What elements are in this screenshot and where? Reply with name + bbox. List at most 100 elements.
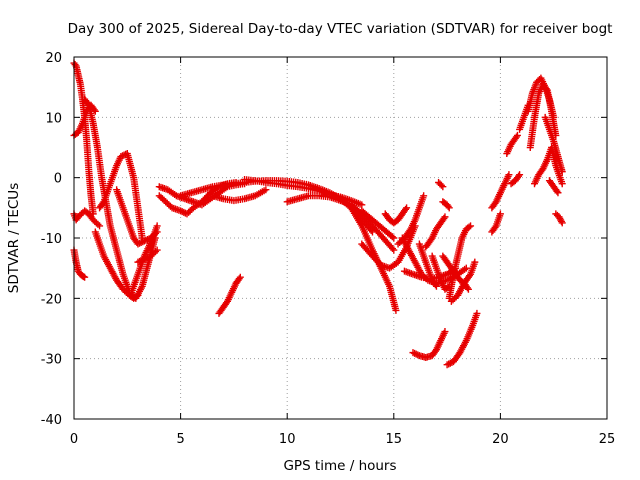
y-tick-label: 10: [45, 111, 62, 126]
series-arc-02: [70, 207, 104, 230]
data-point: [134, 258, 142, 266]
data-point: [236, 273, 244, 281]
data-point: [89, 210, 97, 218]
y-tick-label: 20: [45, 51, 62, 66]
series-arc-26: [422, 213, 449, 251]
data-point: [96, 222, 104, 230]
data-point: [99, 199, 107, 207]
data-point: [402, 205, 410, 213]
series-arc-10: [134, 246, 161, 266]
y-tick-label: -20: [41, 292, 62, 307]
data-point: [471, 258, 479, 266]
data-point: [142, 254, 150, 262]
data-point: [140, 255, 148, 263]
data-point: [117, 153, 125, 161]
data-point: [491, 223, 499, 231]
series-arc-38: [507, 171, 524, 188]
series-arc-25: [415, 240, 440, 290]
data-point: [134, 240, 142, 248]
x-axis-label: GPS time / hours: [283, 458, 396, 474]
x-tick-label: 20: [492, 432, 509, 447]
series-arc-21: [381, 204, 411, 227]
data-point: [441, 328, 449, 336]
data-point: [473, 309, 481, 317]
data-point: [94, 220, 102, 228]
data-point: [409, 349, 417, 357]
y-tick-label: -40: [41, 413, 62, 428]
series-arc-41: [526, 80, 560, 151]
data-point: [467, 222, 475, 230]
series-arc-29: [439, 198, 453, 212]
data-point: [445, 204, 453, 212]
series-arc-37: [503, 131, 521, 158]
data-point: [432, 282, 440, 290]
data-point: [440, 214, 448, 222]
data-point: [414, 351, 422, 359]
data-point: [444, 202, 452, 210]
data-point: [512, 133, 520, 141]
data-point: [153, 246, 161, 254]
data-point: [445, 360, 453, 368]
data-point: [403, 204, 411, 212]
series-arc-14: [209, 186, 270, 205]
data-point: [181, 209, 189, 217]
series-arc-20: [358, 207, 398, 242]
data-point: [139, 256, 147, 264]
data-point: [81, 273, 89, 281]
series-arc-35: [488, 210, 504, 236]
series-arc-17: [283, 192, 398, 254]
data-point: [262, 186, 270, 194]
data-point: [465, 272, 473, 280]
data-point: [553, 187, 561, 195]
data-point: [390, 246, 398, 254]
data-point: [496, 210, 504, 218]
data-point: [513, 131, 521, 139]
series-arc-32: [445, 222, 475, 302]
series-arc-33: [447, 258, 479, 305]
data-point: [463, 284, 471, 292]
data-point: [139, 238, 147, 246]
data-point: [140, 237, 148, 245]
data-point: [133, 292, 141, 300]
x-tick-label: 0: [70, 432, 78, 447]
x-tick-label: 25: [599, 432, 616, 447]
data-point: [557, 217, 565, 225]
series-arc-43: [541, 113, 566, 176]
data-point: [515, 172, 523, 180]
data-point: [134, 291, 142, 299]
chart-title: Day 300 of 2025, Sidereal Day-to-day VTE…: [68, 21, 613, 37]
plot-frame: [73, 56, 608, 420]
data-point: [542, 85, 550, 93]
x-tick-label: 15: [386, 432, 403, 447]
data-point: [441, 213, 449, 221]
y-axis-label: SDTVAR / TECUs: [6, 183, 22, 293]
series-arc-30: [409, 328, 449, 361]
data-point: [144, 254, 152, 262]
data-point: [420, 192, 428, 200]
data-point: [71, 61, 79, 69]
series-arc-34: [443, 309, 481, 369]
x-tick-label: 10: [279, 432, 296, 447]
data-point: [505, 171, 513, 179]
data-point: [178, 208, 186, 216]
series-arc-45: [552, 210, 566, 227]
data-point: [446, 359, 454, 367]
series-arc-05: [81, 95, 159, 302]
data-point: [443, 361, 451, 369]
data-point: [558, 168, 566, 176]
data-point: [439, 183, 447, 191]
data-point: [235, 275, 243, 283]
data-point: [554, 189, 562, 197]
y-tick-label: -30: [41, 353, 62, 368]
x-tick-label: 5: [176, 432, 184, 447]
series-arc-03: [70, 59, 97, 218]
data-point: [558, 219, 566, 227]
data-point: [142, 236, 150, 244]
data-point: [431, 281, 439, 289]
data-point: [388, 233, 396, 241]
data-point: [137, 257, 145, 265]
series-arc-15: [215, 273, 244, 317]
data-point: [437, 181, 445, 189]
data-point: [358, 201, 366, 209]
